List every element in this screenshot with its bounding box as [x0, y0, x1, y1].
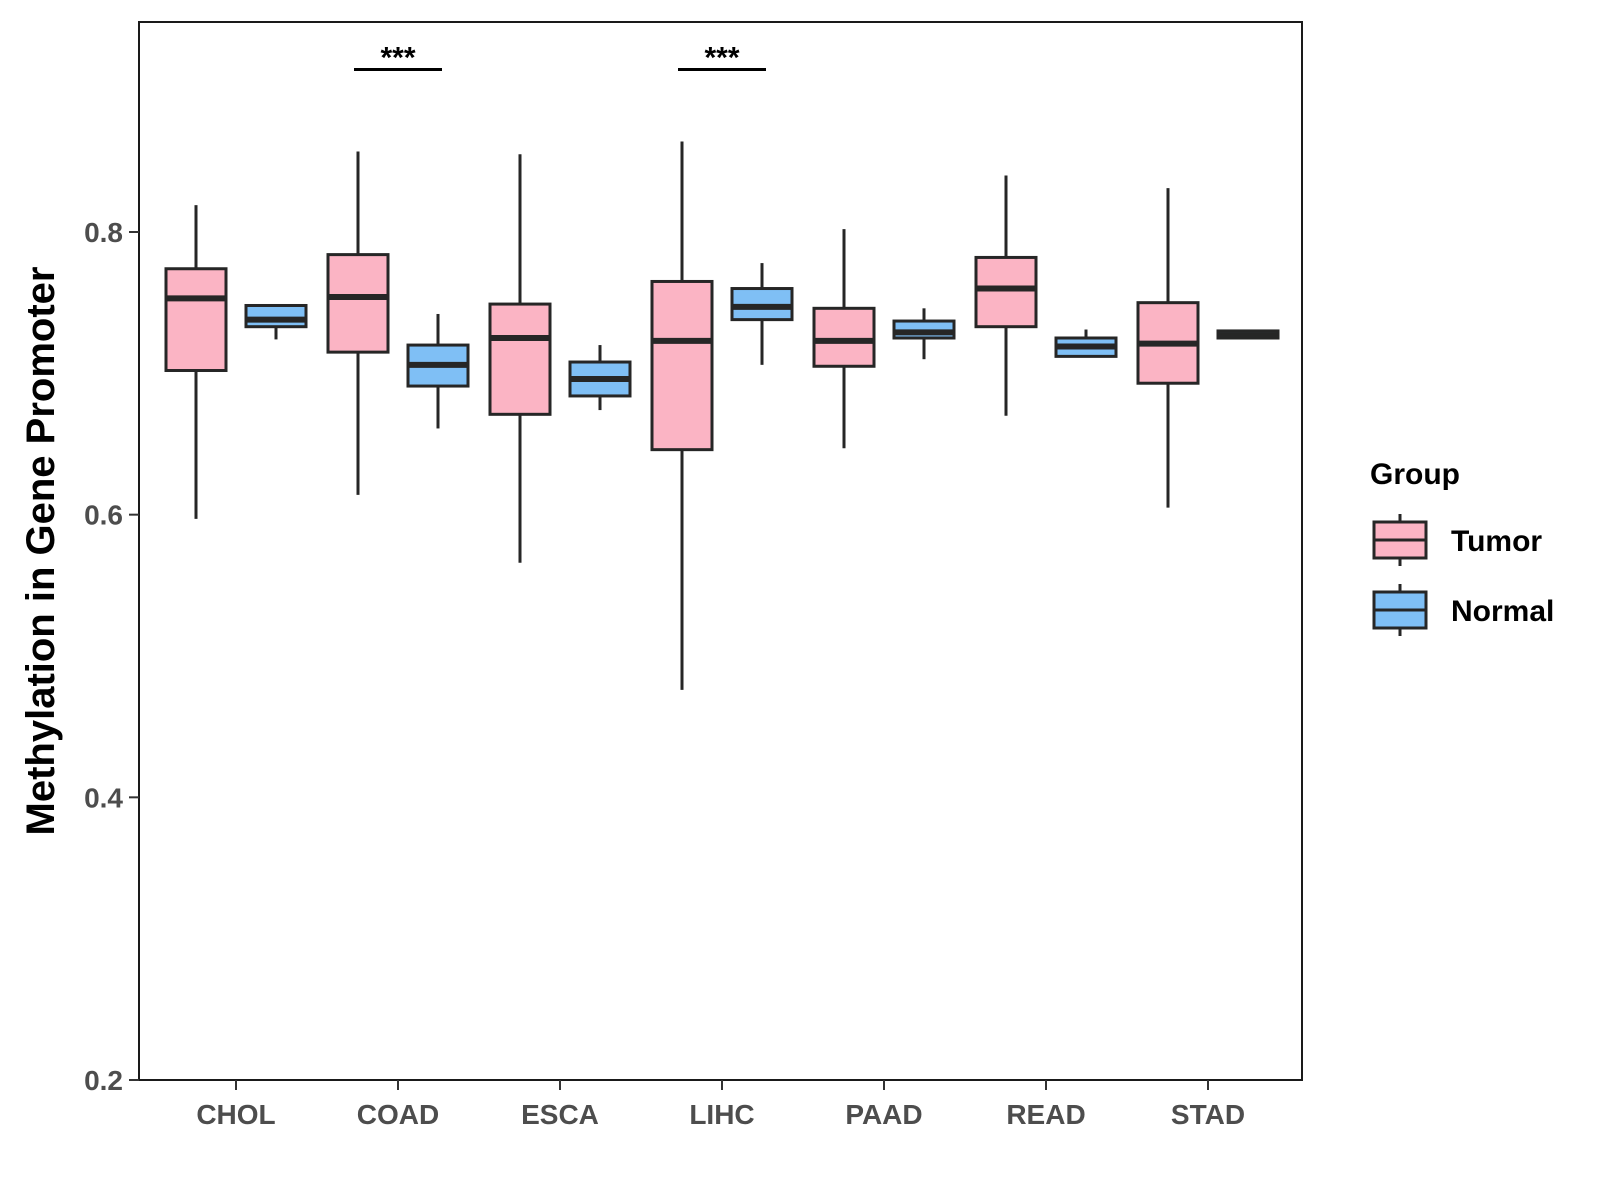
box-tumor-stad: [1136, 188, 1200, 508]
significance-label: ***: [704, 41, 739, 74]
significance-label: ***: [380, 41, 415, 74]
x-tick-label: COAD: [357, 1099, 439, 1130]
box-iqr: [164, 267, 228, 373]
legend-item-normal: Normal: [1372, 584, 1554, 636]
legend-title: Group: [1370, 458, 1460, 491]
box-tumor-coad: [326, 151, 390, 495]
y-axis: 0.2 0.4 0.6 0.8: [84, 217, 139, 1096]
box-tumor-lihc: [650, 141, 714, 690]
x-axis: CHOL COAD ESCA LIHC PAAD READ STAD: [196, 1080, 1245, 1130]
y-tick-label: 0.8: [84, 217, 123, 248]
box-normal-read: [1054, 329, 1118, 358]
box-iqr: [974, 255, 1038, 329]
y-tick-label: 0.6: [84, 500, 123, 531]
box-normal-esca: [568, 345, 632, 411]
legend: Group Tumor Normal: [1370, 458, 1554, 636]
box-iqr: [244, 303, 308, 329]
box-iqr: [326, 253, 390, 354]
box-normal-coad: [406, 313, 470, 429]
box-iqr: [812, 306, 876, 368]
y-tick-label: 0.4: [84, 782, 123, 813]
legend-label: Tumor: [1451, 525, 1542, 558]
y-tick-label: 0.2: [84, 1065, 123, 1096]
x-tick-label: STAD: [1171, 1099, 1245, 1130]
box-tumor-read: [974, 175, 1038, 416]
x-tick-label: ESCA: [521, 1099, 599, 1130]
plot-panel: [138, 21, 1303, 1081]
significance-annotations: *** ***: [354, 41, 766, 74]
box-tumor-esca: [488, 154, 552, 563]
box-normal-lihc: [730, 263, 794, 365]
box-normal-paad: [892, 308, 956, 360]
x-tick-label: LIHC: [689, 1099, 754, 1130]
box-tumor-paad: [812, 229, 876, 449]
x-tick-label: READ: [1006, 1099, 1085, 1130]
boxes: [164, 141, 1280, 690]
box-iqr: [650, 279, 714, 452]
legend-label: Normal: [1451, 595, 1554, 628]
box-iqr: [488, 302, 552, 416]
box-normal-stad: [1216, 329, 1280, 340]
box-tumor-chol: [164, 205, 228, 519]
x-tick-label: PAAD: [845, 1099, 922, 1130]
legend-item-tumor: Tumor: [1372, 514, 1542, 566]
x-tick-label: CHOL: [196, 1099, 275, 1130]
y-axis-title: Methylation in Gene Promoter: [19, 267, 63, 836]
box-normal-chol: [244, 303, 308, 340]
